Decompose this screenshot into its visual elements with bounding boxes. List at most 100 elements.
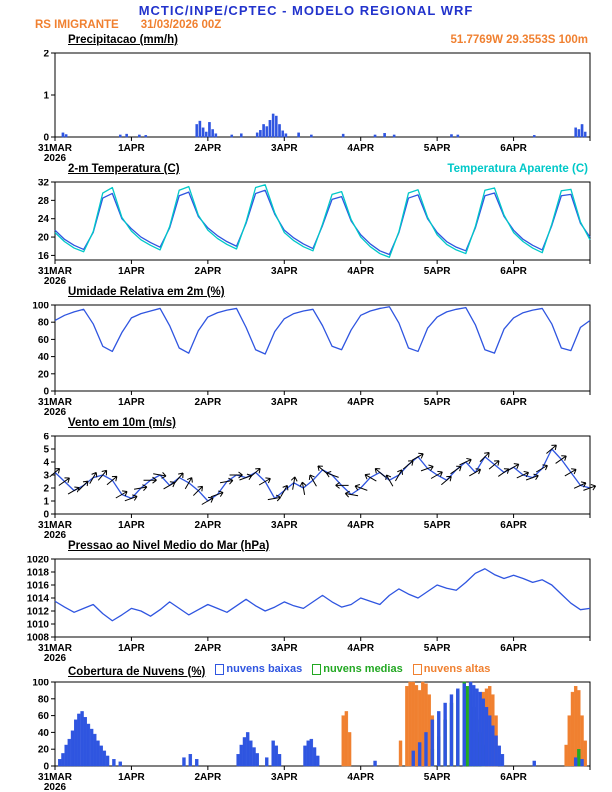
svg-text:31MAR: 31MAR — [38, 143, 73, 154]
svg-text:3APR: 3APR — [271, 772, 298, 783]
legend-item-nuvens-altas: nuvens altas — [412, 663, 491, 675]
legend-square-nuvens-medias-icon — [312, 663, 322, 675]
svg-text:0: 0 — [43, 387, 49, 398]
svg-text:2026: 2026 — [44, 653, 67, 663]
svg-text:2: 2 — [43, 484, 49, 495]
svg-text:5APR: 5APR — [424, 143, 451, 154]
svg-text:40: 40 — [38, 352, 50, 363]
panel-header-humidity: Umidade Relativa em 2m (%) — [68, 286, 588, 302]
svg-text:5APR: 5APR — [424, 772, 451, 783]
svg-text:2APR: 2APR — [195, 772, 222, 783]
svg-text:1APR: 1APR — [118, 520, 145, 531]
svg-text:5APR: 5APR — [424, 266, 451, 277]
svg-text:5APR: 5APR — [424, 520, 451, 531]
svg-text:3APR: 3APR — [271, 520, 298, 531]
panel-header-pressure: Pressao ao Nivel Medio do Mar (hPa) — [68, 540, 588, 556]
svg-text:100: 100 — [32, 679, 49, 689]
run-datetime: 31/03/2026 00Z — [140, 19, 222, 31]
svg-text:40: 40 — [38, 728, 50, 739]
svg-text:6APR: 6APR — [500, 143, 527, 154]
svg-text:1020: 1020 — [27, 556, 50, 566]
svg-text:1APR: 1APR — [118, 772, 145, 783]
svg-text:0: 0 — [43, 510, 49, 521]
legend-label-nuvens-altas: nuvens altas — [423, 663, 491, 675]
panel-pressure: Pressao ao Nivel Medio do Mar (hPa) 1008… — [0, 540, 612, 663]
svg-text:5: 5 — [43, 445, 49, 456]
apparent-temperature-legend: Temperatura Aparente (C) — [447, 163, 588, 175]
svg-text:60: 60 — [38, 335, 50, 346]
legend-square-nuvens-baixas-icon — [215, 663, 225, 675]
svg-text:4APR: 4APR — [347, 643, 374, 654]
svg-text:20: 20 — [38, 233, 50, 244]
svg-text:80: 80 — [38, 694, 50, 705]
svg-text:2APR: 2APR — [195, 643, 222, 654]
svg-text:4APR: 4APR — [347, 520, 374, 531]
svg-text:4APR: 4APR — [347, 772, 374, 783]
location-coordinates: 51.7769W 29.3553S 100m — [450, 34, 588, 46]
svg-text:24: 24 — [38, 214, 50, 225]
panel-header-temperature: 2-m Temperatura (C) Temperatura Aparente… — [68, 163, 588, 179]
svg-text:80: 80 — [38, 318, 50, 329]
svg-text:3: 3 — [43, 471, 49, 482]
legend-item-nuvens-baixas: nuvens baixas — [215, 663, 302, 675]
svg-text:3APR: 3APR — [271, 143, 298, 154]
panel-title-precipitation: Precipitacao (mm/h) — [68, 34, 178, 46]
svg-text:3APR: 3APR — [271, 397, 298, 408]
svg-text:1: 1 — [43, 497, 49, 508]
panel-title-temperature: 2-m Temperatura (C) — [68, 163, 180, 175]
panel-title-clouds: Cobertura de Nuvens (%) — [68, 665, 206, 678]
run-info-row: RS IMIGRANTE 31/03/2026 00Z — [35, 19, 612, 34]
svg-text:2026: 2026 — [44, 530, 67, 540]
svg-text:1016: 1016 — [27, 581, 50, 592]
svg-text:20: 20 — [38, 745, 50, 756]
panel-clouds: Cobertura de Nuvens (%) nuvens baixas nu… — [0, 663, 612, 792]
panel-header-clouds: Cobertura de Nuvens (%) nuvens baixas nu… — [68, 663, 588, 679]
legend-square-nuvens-altas-icon — [412, 663, 422, 675]
legend-label-nuvens-medias: nuvens medias — [323, 663, 403, 675]
svg-text:4APR: 4APR — [347, 143, 374, 154]
svg-text:1018: 1018 — [27, 568, 50, 579]
svg-text:2026: 2026 — [44, 782, 67, 792]
svg-text:0: 0 — [43, 133, 49, 144]
panel-wind: Vento em 10m (m/s) 0 1 2 3 4 5 6 31MAR 2026 1APR 2… — [0, 417, 612, 540]
legend-label-nuvens-baixas: nuvens baixas — [226, 663, 303, 675]
svg-text:1APR: 1APR — [118, 397, 145, 408]
svg-text:60: 60 — [38, 711, 50, 722]
svg-text:1: 1 — [43, 91, 49, 102]
svg-text:2APR: 2APR — [195, 143, 222, 154]
page-title: MCTIC/INPE/CPTEC - MODELO REGIONAL WRF — [138, 3, 474, 18]
panel-title-humidity: Umidade Relativa em 2m (%) — [68, 286, 225, 298]
svg-text:4APR: 4APR — [347, 397, 374, 408]
svg-text:6APR: 6APR — [500, 520, 527, 531]
legend-item-nuvens-medias: nuvens medias — [312, 663, 403, 675]
svg-text:6: 6 — [43, 433, 49, 443]
svg-text:2026: 2026 — [44, 407, 67, 417]
svg-text:16: 16 — [38, 251, 50, 262]
svg-text:2026: 2026 — [44, 153, 67, 163]
svg-text:6APR: 6APR — [500, 643, 527, 654]
svg-text:6APR: 6APR — [500, 772, 527, 783]
svg-text:1APR: 1APR — [118, 643, 145, 654]
svg-text:3APR: 3APR — [271, 643, 298, 654]
panel-title-wind: Vento em 10m (m/s) — [68, 417, 177, 429]
panel-title-pressure: Pressao ao Nivel Medio do Mar (hPa) — [68, 540, 270, 552]
panel-header-precipitation: Precipitacao (mm/h) 51.7769W 29.3553S 10… — [68, 34, 588, 50]
svg-text:6APR: 6APR — [500, 266, 527, 277]
svg-text:4: 4 — [43, 458, 49, 469]
svg-text:2026: 2026 — [44, 276, 67, 286]
svg-text:5APR: 5APR — [424, 643, 451, 654]
svg-text:31MAR: 31MAR — [38, 772, 73, 783]
svg-text:3APR: 3APR — [271, 266, 298, 277]
svg-text:1APR: 1APR — [118, 143, 145, 154]
svg-text:31MAR: 31MAR — [38, 397, 73, 408]
svg-text:2APR: 2APR — [195, 520, 222, 531]
svg-text:31MAR: 31MAR — [38, 643, 73, 654]
svg-text:6APR: 6APR — [500, 397, 527, 408]
svg-text:1010: 1010 — [27, 620, 50, 631]
